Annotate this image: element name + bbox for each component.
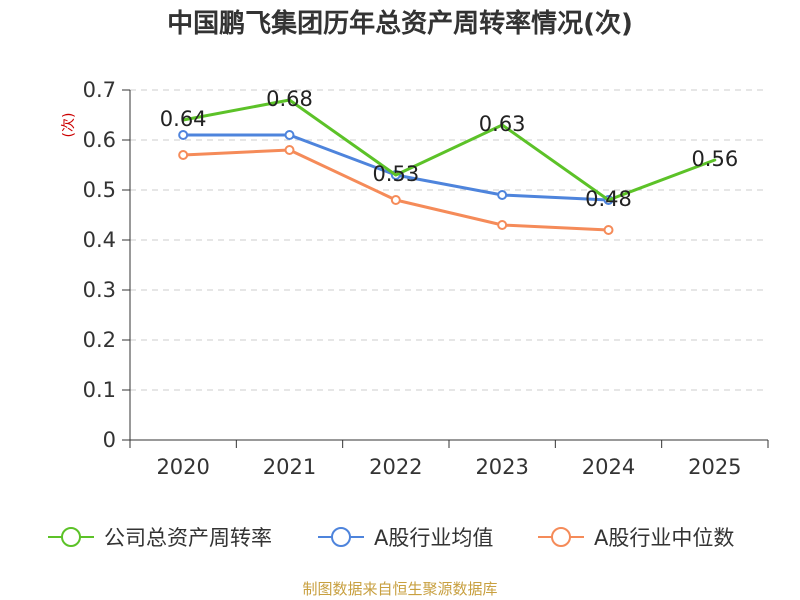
series-2-point-2024	[603, 225, 614, 235]
legend-label-2: A股行业中位数	[594, 526, 734, 550]
y-tick-label-4: 0.4	[83, 228, 116, 252]
series-1-point-2020	[178, 130, 189, 140]
data-labels: 0.64 0.68 0.53 0.63 0.48 0.56	[160, 87, 738, 211]
x-tick-label-2022: 2022	[369, 455, 422, 479]
y-tick-label-2: 0.2	[83, 328, 116, 352]
x-tick-labels: 2020 2021 2022 2023 2024 2025	[156, 455, 741, 479]
y-tick-label-6: 0.6	[83, 128, 116, 152]
data-label-2025: 0.56	[691, 147, 738, 171]
legend: 公司总资产周转率 A股行业均值 A股行业中位数	[48, 526, 734, 550]
data-label-2021: 0.68	[266, 87, 313, 111]
legend-marker-2	[551, 527, 571, 547]
series-2-point-2020	[178, 150, 189, 160]
source-note: 制图数据来自恒生聚源数据库	[302, 580, 497, 598]
series-line-0	[181, 98, 717, 202]
x-tick-label-2020: 2020	[156, 455, 209, 479]
series-2-point-2021	[284, 145, 295, 155]
y-tick-label-3: 0.3	[83, 278, 116, 302]
x-tick-label-2025: 2025	[688, 455, 741, 479]
legend-marker-0	[61, 527, 81, 547]
series-1-point-2021	[284, 130, 295, 140]
legend-label-0: 公司总资产周转率	[104, 526, 272, 550]
legend-marker-1	[331, 527, 351, 547]
x-tick-label-2021: 2021	[263, 455, 316, 479]
gridlines	[130, 89, 768, 391]
y-axis-unit: (次)	[61, 113, 77, 138]
chart-title: 中国鹏飞集团历年总资产周转率情况(次)	[167, 8, 633, 39]
y-tick-label-1: 0.1	[83, 378, 116, 402]
legend-label-1: A股行业均值	[374, 526, 493, 550]
data-label-2020: 0.64	[160, 107, 207, 131]
data-label-2022: 0.53	[372, 162, 419, 186]
y-tick-label-0: 0	[103, 428, 116, 452]
x-tick-label-2024: 2024	[582, 455, 635, 479]
axes	[122, 89, 769, 448]
x-tick-label-2023: 2023	[475, 455, 528, 479]
series-1-point-2023	[497, 190, 508, 200]
series-2-point-2022	[390, 195, 401, 205]
y-tick-label-5: 0.5	[83, 178, 116, 202]
data-label-2024: 0.48	[585, 187, 632, 211]
data-label-2023: 0.63	[479, 112, 526, 136]
series-group	[178, 98, 717, 235]
y-tick-labels: 0 0.1 0.2 0.3 0.4 0.5 0.6 0.7	[83, 78, 116, 452]
series-2-point-2023	[497, 220, 508, 230]
y-tick-label-7: 0.7	[83, 78, 116, 102]
